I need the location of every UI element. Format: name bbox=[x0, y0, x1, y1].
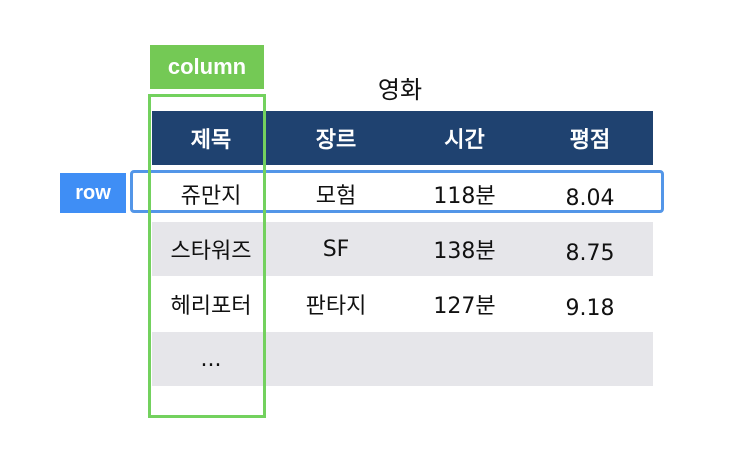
table-title: 영화 bbox=[377, 76, 423, 104]
table-row: 스타워즈 SF 138분 8.75 bbox=[152, 222, 653, 276]
table-row: ... bbox=[152, 332, 653, 386]
cell-time: 118분 bbox=[433, 184, 496, 209]
column-highlight-box bbox=[148, 94, 266, 418]
cell-title: 스타워즈 bbox=[170, 239, 252, 264]
cell-title: 쥬만지 bbox=[180, 184, 242, 209]
header-cell-time: 시간 bbox=[444, 128, 485, 153]
table-row: 쥬만지 모험 118분 8.04 bbox=[152, 167, 653, 221]
cell-genre: SF bbox=[322, 236, 350, 262]
cell-time: 138분 bbox=[433, 239, 496, 264]
table-row: 헤리포터 판타지 127분 9.18 bbox=[152, 277, 653, 331]
cell-genre: 모험 bbox=[315, 184, 357, 209]
cell-rating: 8.04 bbox=[565, 185, 615, 211]
cell-rating: 8.75 bbox=[565, 240, 615, 266]
row-label: row bbox=[60, 173, 126, 213]
cell-genre: 판타지 bbox=[305, 294, 367, 319]
table-header: 제목 장르 시간 평점 bbox=[152, 111, 653, 165]
header-cell-rating: 평점 bbox=[569, 128, 611, 153]
column-label: column bbox=[150, 45, 264, 89]
cell-time: 127분 bbox=[433, 294, 496, 319]
cell-title: ... bbox=[200, 346, 222, 372]
cell-rating: 9.18 bbox=[565, 295, 615, 321]
header-cell-title: 제목 bbox=[190, 128, 232, 153]
cell-title: 헤리포터 bbox=[170, 294, 252, 319]
row-highlight-box bbox=[130, 170, 664, 213]
header-cell-genre: 장르 bbox=[315, 128, 357, 153]
